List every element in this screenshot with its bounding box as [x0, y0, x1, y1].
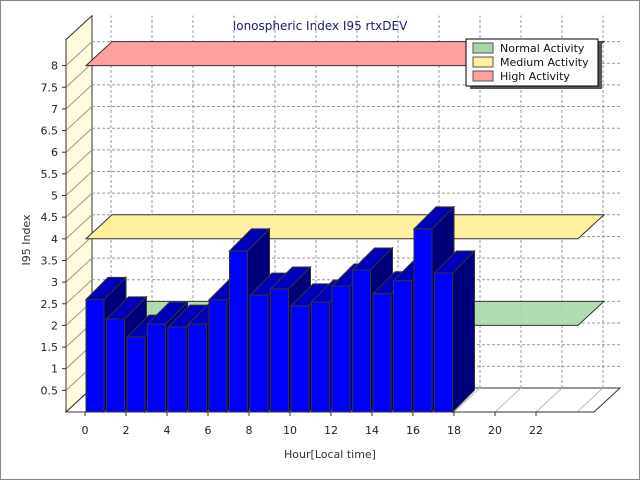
- y-tick-label: 5: [51, 190, 58, 203]
- wall-grid-line: [65, 236, 93, 261]
- x-tick-label: 4: [164, 424, 171, 437]
- wall-grid-line: [65, 192, 93, 218]
- legend-label: Normal Activity: [500, 42, 585, 55]
- bar-front: [393, 280, 412, 413]
- x-tick-label: 16: [406, 424, 420, 437]
- legend-swatch: [472, 56, 494, 68]
- x-tick-label: 14: [365, 424, 379, 437]
- wall-grid-line: [65, 84, 93, 110]
- y-tick-label: 0.5: [41, 384, 59, 397]
- bar-front: [188, 323, 207, 413]
- y-axis-label: I95 Index: [20, 214, 33, 266]
- y-tick-label: 7: [51, 103, 58, 116]
- floor-grid-line: [453, 387, 481, 413]
- y-tick-label: 3: [51, 276, 58, 289]
- bar-front: [311, 301, 330, 413]
- y-tick-label: 2: [51, 319, 58, 332]
- y-tick-label: 1: [51, 363, 58, 376]
- y-tick-label: 4: [51, 233, 58, 246]
- wall-grid-line: [65, 257, 93, 283]
- bar-front: [249, 294, 269, 413]
- y-tick-label: 7.5: [41, 81, 59, 94]
- x-tick-label: 2: [123, 424, 130, 437]
- x-tick-label: 8: [246, 424, 253, 437]
- bar-front: [147, 323, 166, 413]
- bar-front: [85, 298, 105, 413]
- wall-grid-line: [65, 41, 93, 66]
- wall-grid-line: [65, 171, 93, 196]
- bar-front: [270, 288, 289, 413]
- bar-front: [290, 305, 310, 413]
- legend-label: Medium Activity: [500, 56, 589, 69]
- x-tick-label: 12: [324, 424, 338, 437]
- threshold-plane-medium-activity: [84, 214, 606, 240]
- wall-grid-line: [65, 106, 93, 131]
- x-tick-label: 22: [529, 424, 543, 437]
- bar-17: [433, 249, 476, 414]
- x-tick-label: 10: [283, 424, 297, 437]
- wall-grid-line: [65, 214, 93, 240]
- y-tick-label: 8: [51, 60, 58, 73]
- y-tick-label: 6: [51, 146, 58, 159]
- floor-grid-line: [576, 387, 604, 413]
- y-tick-label: 2.5: [41, 298, 59, 311]
- chart-title: Ionospheric Index I95 rtxDEV: [233, 19, 408, 33]
- legend-label: High Activity: [500, 70, 570, 83]
- x-tick-label: 20: [488, 424, 502, 437]
- wall-grid-line: [65, 127, 93, 153]
- bar-front: [229, 250, 248, 413]
- bar-front: [372, 293, 392, 413]
- bar-front: [352, 269, 371, 413]
- bar-front: [434, 272, 453, 413]
- y-tick-label: 5.5: [41, 168, 59, 181]
- x-tick-label: 18: [447, 424, 461, 437]
- x-tick-label: 6: [205, 424, 212, 437]
- bar-front: [126, 336, 146, 413]
- y-tick-label: 6.5: [41, 125, 59, 138]
- wall-grid-line: [65, 62, 93, 88]
- bar-front: [106, 318, 125, 413]
- x-axis-label: Hour[Local time]: [284, 448, 376, 461]
- y-tick-label: 1.5: [41, 341, 59, 354]
- legend-swatch: [472, 42, 494, 54]
- floor-grid-line: [494, 387, 522, 413]
- bar-front: [208, 299, 228, 413]
- floor-grid-line: [535, 387, 563, 413]
- bar-side: [452, 249, 475, 414]
- bar-front: [331, 285, 351, 413]
- legend-swatch: [472, 70, 494, 82]
- x-tick-label: 0: [82, 424, 89, 437]
- bar-front: [167, 326, 187, 413]
- wall-grid-line: [65, 149, 93, 175]
- y-tick-label: 3.5: [41, 254, 59, 267]
- bar-front: [413, 228, 433, 413]
- wall-grid-line: [65, 279, 93, 305]
- y-tick-label: 4.5: [41, 211, 59, 224]
